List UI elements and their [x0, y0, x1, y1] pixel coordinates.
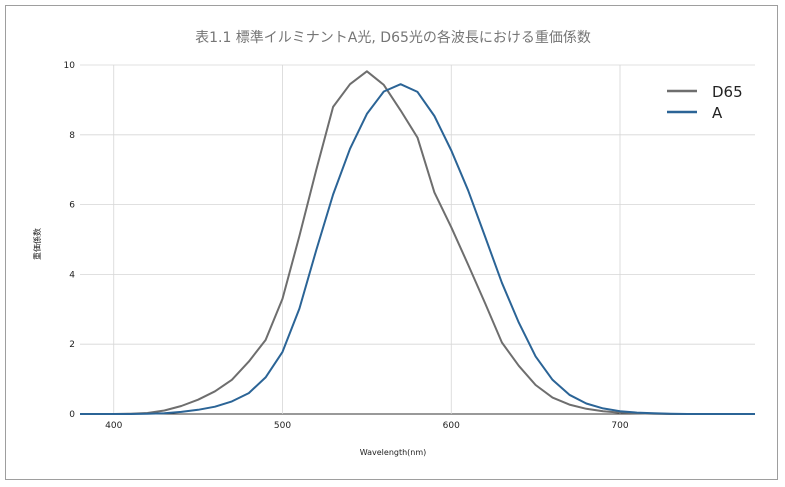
y-tick-label: 0 — [69, 410, 75, 420]
y-axis-label: 重価係数 — [32, 228, 42, 260]
legend: D65 A — [667, 83, 743, 122]
x-tick-label: 400 — [105, 421, 122, 431]
chart-title: 表1.1 標準イルミナントA光, D65光の各波長における重価係数 — [195, 30, 591, 46]
y-tick-label: 2 — [69, 340, 75, 350]
x-axis-label: Wavelength(nm) — [360, 448, 427, 457]
legend-label-a: A — [712, 104, 723, 122]
series-line-d65 — [80, 70, 755, 415]
series-lines — [80, 70, 755, 415]
chart-frame — [5, 5, 778, 480]
y-tick-label: 10 — [64, 61, 76, 71]
y-tick-label: 4 — [69, 270, 75, 280]
x-tick-label: 500 — [274, 421, 291, 431]
series-line-a — [80, 83, 755, 415]
x-tick-labels: 400 500 600 700 — [105, 421, 629, 431]
legend-label-d65: D65 — [712, 83, 743, 101]
y-tick-labels: 0 2 4 6 8 10 — [64, 61, 76, 420]
gridlines — [80, 64, 755, 415]
y-tick-label: 8 — [69, 131, 75, 141]
x-tick-label: 600 — [443, 421, 460, 431]
y-tick-label: 6 — [69, 201, 75, 211]
x-tick-label: 700 — [611, 421, 628, 431]
